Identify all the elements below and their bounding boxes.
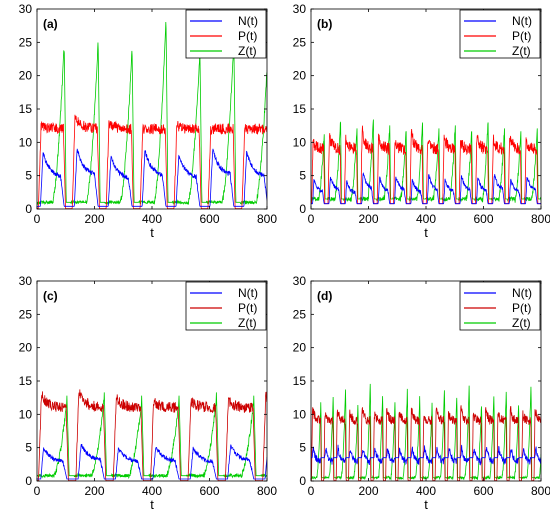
x-axis-label: t xyxy=(150,225,154,240)
legend: N(t)P(t)Z(t) xyxy=(185,281,267,331)
x-tick-label: 200 xyxy=(358,484,378,498)
legend-box xyxy=(459,9,541,59)
x-tick-label: 600 xyxy=(199,484,219,498)
y-tick-label: 20 xyxy=(293,341,307,355)
y-tick-label: 30 xyxy=(19,274,33,288)
x-tick-label: 400 xyxy=(142,212,162,226)
legend-entry: N(t) xyxy=(512,286,532,300)
panel-1: 0 200 400 600 800 0 5 10 15 20 25 30 t (a) N(t)P(t)Z(t… xyxy=(19,2,278,240)
y-tick-label: 25 xyxy=(293,35,307,49)
x-tick-label: 0 xyxy=(34,212,41,226)
y-tick-label: 5 xyxy=(299,441,306,455)
x-tick-label: 200 xyxy=(358,212,378,226)
x-tick-label: 0 xyxy=(34,484,41,498)
legend-entry: P(t) xyxy=(512,301,531,315)
panel-3: 0 200 400 600 800 0 5 10 15 20 25 30 t (c) N(t)P(t)Z(t… xyxy=(19,274,278,512)
y-tick-label: 0 xyxy=(299,474,306,488)
series-line-pt xyxy=(37,389,267,481)
y-tick-label: 0 xyxy=(299,202,306,216)
x-axis-label: t xyxy=(424,497,428,512)
panel-2: 0 200 400 600 800 0 5 10 15 20 25 30 t (b) N(t)P(t)Z(t… xyxy=(293,2,550,240)
x-tick-label: 400 xyxy=(416,484,436,498)
y-tick-label: 30 xyxy=(293,274,307,288)
legend-box xyxy=(185,281,267,331)
y-tick-label: 10 xyxy=(293,407,307,421)
x-tick-label: 600 xyxy=(473,212,493,226)
x-tick-label: 400 xyxy=(142,484,162,498)
x-tick-label: 800 xyxy=(531,212,550,226)
series-line-pt xyxy=(311,405,541,481)
y-tick-label: 0 xyxy=(25,202,32,216)
x-axis-label: t xyxy=(424,225,428,240)
x-tick-label: 600 xyxy=(199,212,219,226)
legend-entry: P(t) xyxy=(238,29,257,43)
series-line-pt xyxy=(37,114,267,209)
x-tick-label: 0 xyxy=(308,212,315,226)
series-line-nt xyxy=(37,148,267,207)
panel-label: (a) xyxy=(43,17,58,31)
legend-entry: P(t) xyxy=(238,301,257,315)
legend: N(t)P(t)Z(t) xyxy=(459,281,541,331)
y-tick-label: 15 xyxy=(19,374,33,388)
series-line-zt xyxy=(311,119,541,203)
y-tick-label: 10 xyxy=(293,135,307,149)
legend-entry: N(t) xyxy=(238,286,258,300)
legend: N(t)P(t)Z(t) xyxy=(185,9,267,59)
panel-4: 0 200 400 600 800 0 5 10 15 20 25 30 t (d) N(t)P(t)Z(t… xyxy=(293,274,550,512)
legend-entry: Z(t) xyxy=(512,316,531,330)
series-line-nt xyxy=(311,172,541,205)
legend-entry: P(t) xyxy=(512,29,531,43)
x-tick-label: 800 xyxy=(257,484,277,498)
y-tick-label: 25 xyxy=(293,307,307,321)
legend-box xyxy=(185,9,267,59)
series-line-zt xyxy=(37,22,267,206)
y-tick-label: 10 xyxy=(19,135,33,149)
x-tick-label: 800 xyxy=(531,484,550,498)
y-tick-label: 15 xyxy=(293,374,307,388)
y-tick-label: 15 xyxy=(293,102,307,116)
legend-entry: N(t) xyxy=(238,14,258,28)
legend: N(t)P(t)Z(t) xyxy=(459,9,541,59)
y-tick-label: 25 xyxy=(19,307,33,321)
legend-box xyxy=(459,281,541,331)
legend-entry: Z(t) xyxy=(238,44,257,58)
x-axis-label: t xyxy=(150,497,154,512)
y-tick-label: 5 xyxy=(299,169,306,183)
legend-entry: N(t) xyxy=(512,14,532,28)
x-tick-label: 200 xyxy=(84,212,104,226)
y-tick-label: 5 xyxy=(25,169,32,183)
legend-entry: Z(t) xyxy=(512,44,531,58)
x-tick-label: 600 xyxy=(473,484,493,498)
series-line-pt xyxy=(311,125,541,205)
series-line-nt xyxy=(311,444,541,466)
legend-entry: Z(t) xyxy=(238,316,257,330)
y-tick-label: 30 xyxy=(19,2,33,16)
y-tick-label: 20 xyxy=(19,341,33,355)
y-tick-label: 25 xyxy=(19,35,33,49)
x-tick-label: 200 xyxy=(84,484,104,498)
y-tick-label: 5 xyxy=(25,441,32,455)
y-tick-label: 30 xyxy=(293,2,307,16)
y-tick-label: 20 xyxy=(19,69,33,83)
y-tick-label: 0 xyxy=(25,474,32,488)
panel-label: (d) xyxy=(317,289,332,303)
panel-label: (c) xyxy=(43,289,58,303)
panel-label: (b) xyxy=(317,17,332,31)
y-tick-label: 10 xyxy=(19,407,33,421)
x-tick-label: 800 xyxy=(257,212,277,226)
series-line-zt xyxy=(37,392,267,480)
x-tick-label: 400 xyxy=(416,212,436,226)
x-tick-label: 0 xyxy=(308,484,315,498)
y-tick-label: 15 xyxy=(19,102,33,116)
y-tick-label: 20 xyxy=(293,69,307,83)
